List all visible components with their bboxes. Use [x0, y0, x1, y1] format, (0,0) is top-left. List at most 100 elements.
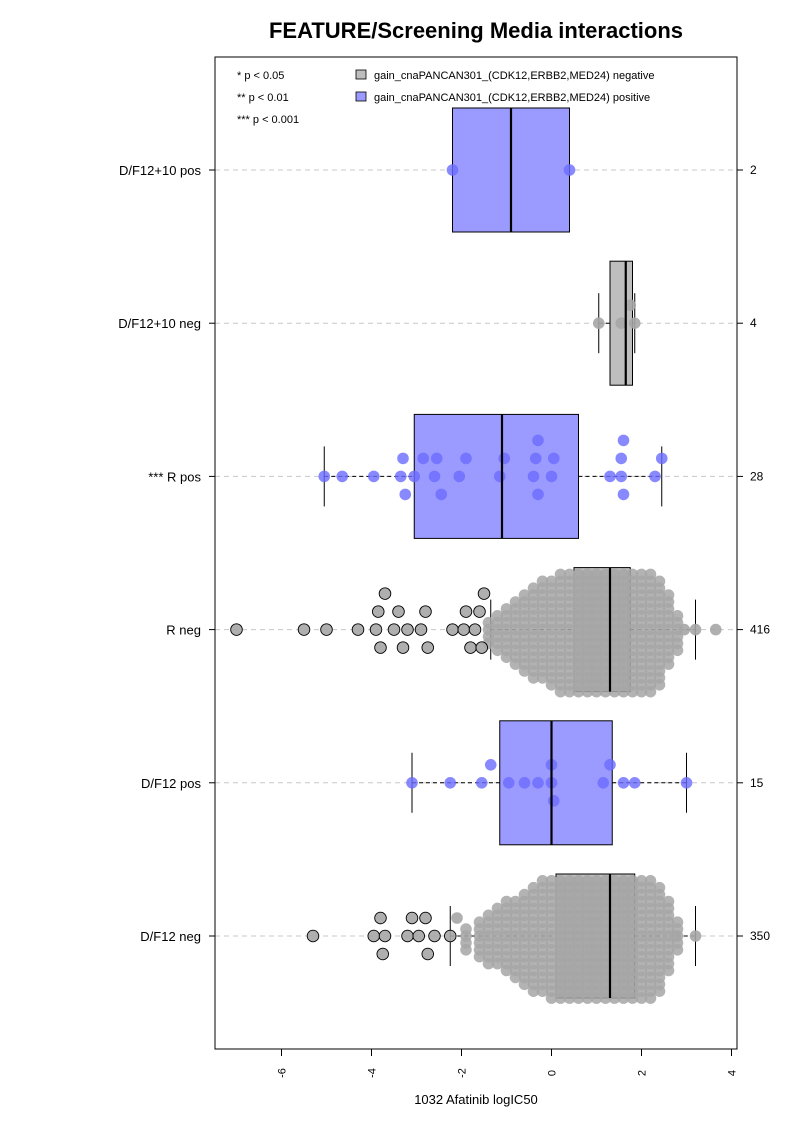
group-label: R neg: [166, 623, 201, 638]
outlier-point: [372, 605, 385, 618]
data-point: [590, 685, 603, 698]
data-point: [617, 777, 630, 789]
data-point: [518, 777, 531, 789]
x-axis-label: 1032 Afatinib logIC50: [414, 1092, 538, 1107]
data-point: [473, 916, 486, 928]
data-point: [617, 685, 630, 698]
data-point: [572, 875, 585, 887]
group-d-f12-10-pos: D/F12+10 pos 2: [119, 107, 757, 233]
data-point: [545, 470, 558, 483]
data-point: [509, 971, 522, 984]
outlier-point: [378, 587, 392, 600]
x-tick-label: -6: [277, 1068, 289, 1078]
data-point: [608, 875, 621, 887]
data-point: [554, 685, 567, 698]
data-point: [590, 568, 603, 581]
outlier-point: [475, 641, 489, 654]
data-point: [626, 685, 639, 698]
data-point: [563, 164, 576, 176]
data-point: [482, 616, 495, 629]
data-point: [644, 568, 657, 581]
data-point: [581, 685, 594, 698]
data-point: [617, 568, 630, 581]
data-point: [581, 875, 594, 887]
data-point: [500, 895, 513, 908]
legend-sig-1: * p < 0.05: [237, 70, 284, 82]
outlier-point: [405, 911, 419, 925]
group-count: 28: [750, 469, 764, 483]
outlier-point: [709, 623, 722, 636]
data-point: [554, 992, 567, 1004]
data-point: [635, 875, 648, 887]
data-point: [408, 470, 421, 483]
data-point: [509, 596, 522, 608]
data-point: [518, 888, 531, 901]
data-point: [590, 875, 603, 887]
outlier-point: [306, 929, 320, 943]
group-d-f12-10-neg: D/F12+10 neg 4: [118, 260, 757, 386]
data-point: [547, 795, 560, 807]
data-point: [430, 452, 443, 465]
data-point: [671, 610, 684, 622]
outlier-point: [392, 605, 405, 618]
data-point: [518, 589, 531, 601]
data-point: [473, 950, 486, 963]
data-point: [482, 957, 495, 970]
data-point: [536, 875, 549, 887]
data-point: [626, 992, 639, 1004]
data-point: [491, 957, 504, 970]
data-point: [500, 603, 513, 615]
data-point: [545, 575, 558, 588]
data-point: [518, 978, 531, 991]
data-point: [604, 470, 616, 483]
group-label: D/F12 neg: [140, 929, 201, 944]
outlier-point: [419, 911, 432, 925]
outlier-point: [468, 623, 482, 636]
data-point: [680, 777, 693, 789]
outlier-point: [421, 641, 435, 654]
data-point: [662, 589, 675, 601]
data-point: [500, 651, 513, 663]
data-point: [453, 470, 466, 483]
data-point: [406, 777, 418, 789]
data-point: [615, 317, 628, 330]
legend-swatch-negative: [355, 69, 367, 80]
data-point: [649, 470, 661, 483]
data-point: [484, 759, 497, 771]
group-label: D/F12+10 neg: [118, 316, 201, 331]
outlier-point: [421, 947, 435, 961]
data-point: [399, 488, 412, 501]
data-point: [554, 568, 567, 581]
data-point: [635, 568, 648, 581]
data-point: [460, 944, 472, 956]
outlier-point: [378, 929, 392, 943]
data-point: [615, 452, 628, 465]
group-count: 416: [750, 623, 770, 637]
outlier-point: [297, 623, 311, 636]
data-point: [563, 875, 576, 887]
outlier-point: [464, 641, 477, 654]
data-point: [590, 992, 603, 1004]
data-point: [545, 875, 558, 887]
data-point: [367, 470, 380, 483]
x-tick-label: 4: [727, 1070, 739, 1076]
data-point: [532, 434, 544, 447]
data-point: [491, 644, 504, 657]
data-point: [502, 777, 515, 789]
data-point: [671, 944, 684, 956]
data-point: [608, 685, 621, 698]
outlier-point: [369, 623, 383, 636]
legend: * p < 0.05 ** p < 0.01 *** p < 0.001 gai…: [237, 69, 654, 126]
data-point: [572, 992, 585, 1004]
outlier-point: [230, 623, 243, 636]
data-point: [460, 923, 472, 935]
outlier-point: [401, 929, 414, 943]
data-point: [336, 470, 349, 483]
data-point: [536, 672, 549, 684]
data-point: [527, 582, 540, 594]
data-point: [397, 452, 409, 465]
data-point: [662, 964, 675, 977]
outlier-point: [678, 623, 691, 636]
data-point: [581, 568, 594, 581]
data-point: [491, 610, 504, 622]
